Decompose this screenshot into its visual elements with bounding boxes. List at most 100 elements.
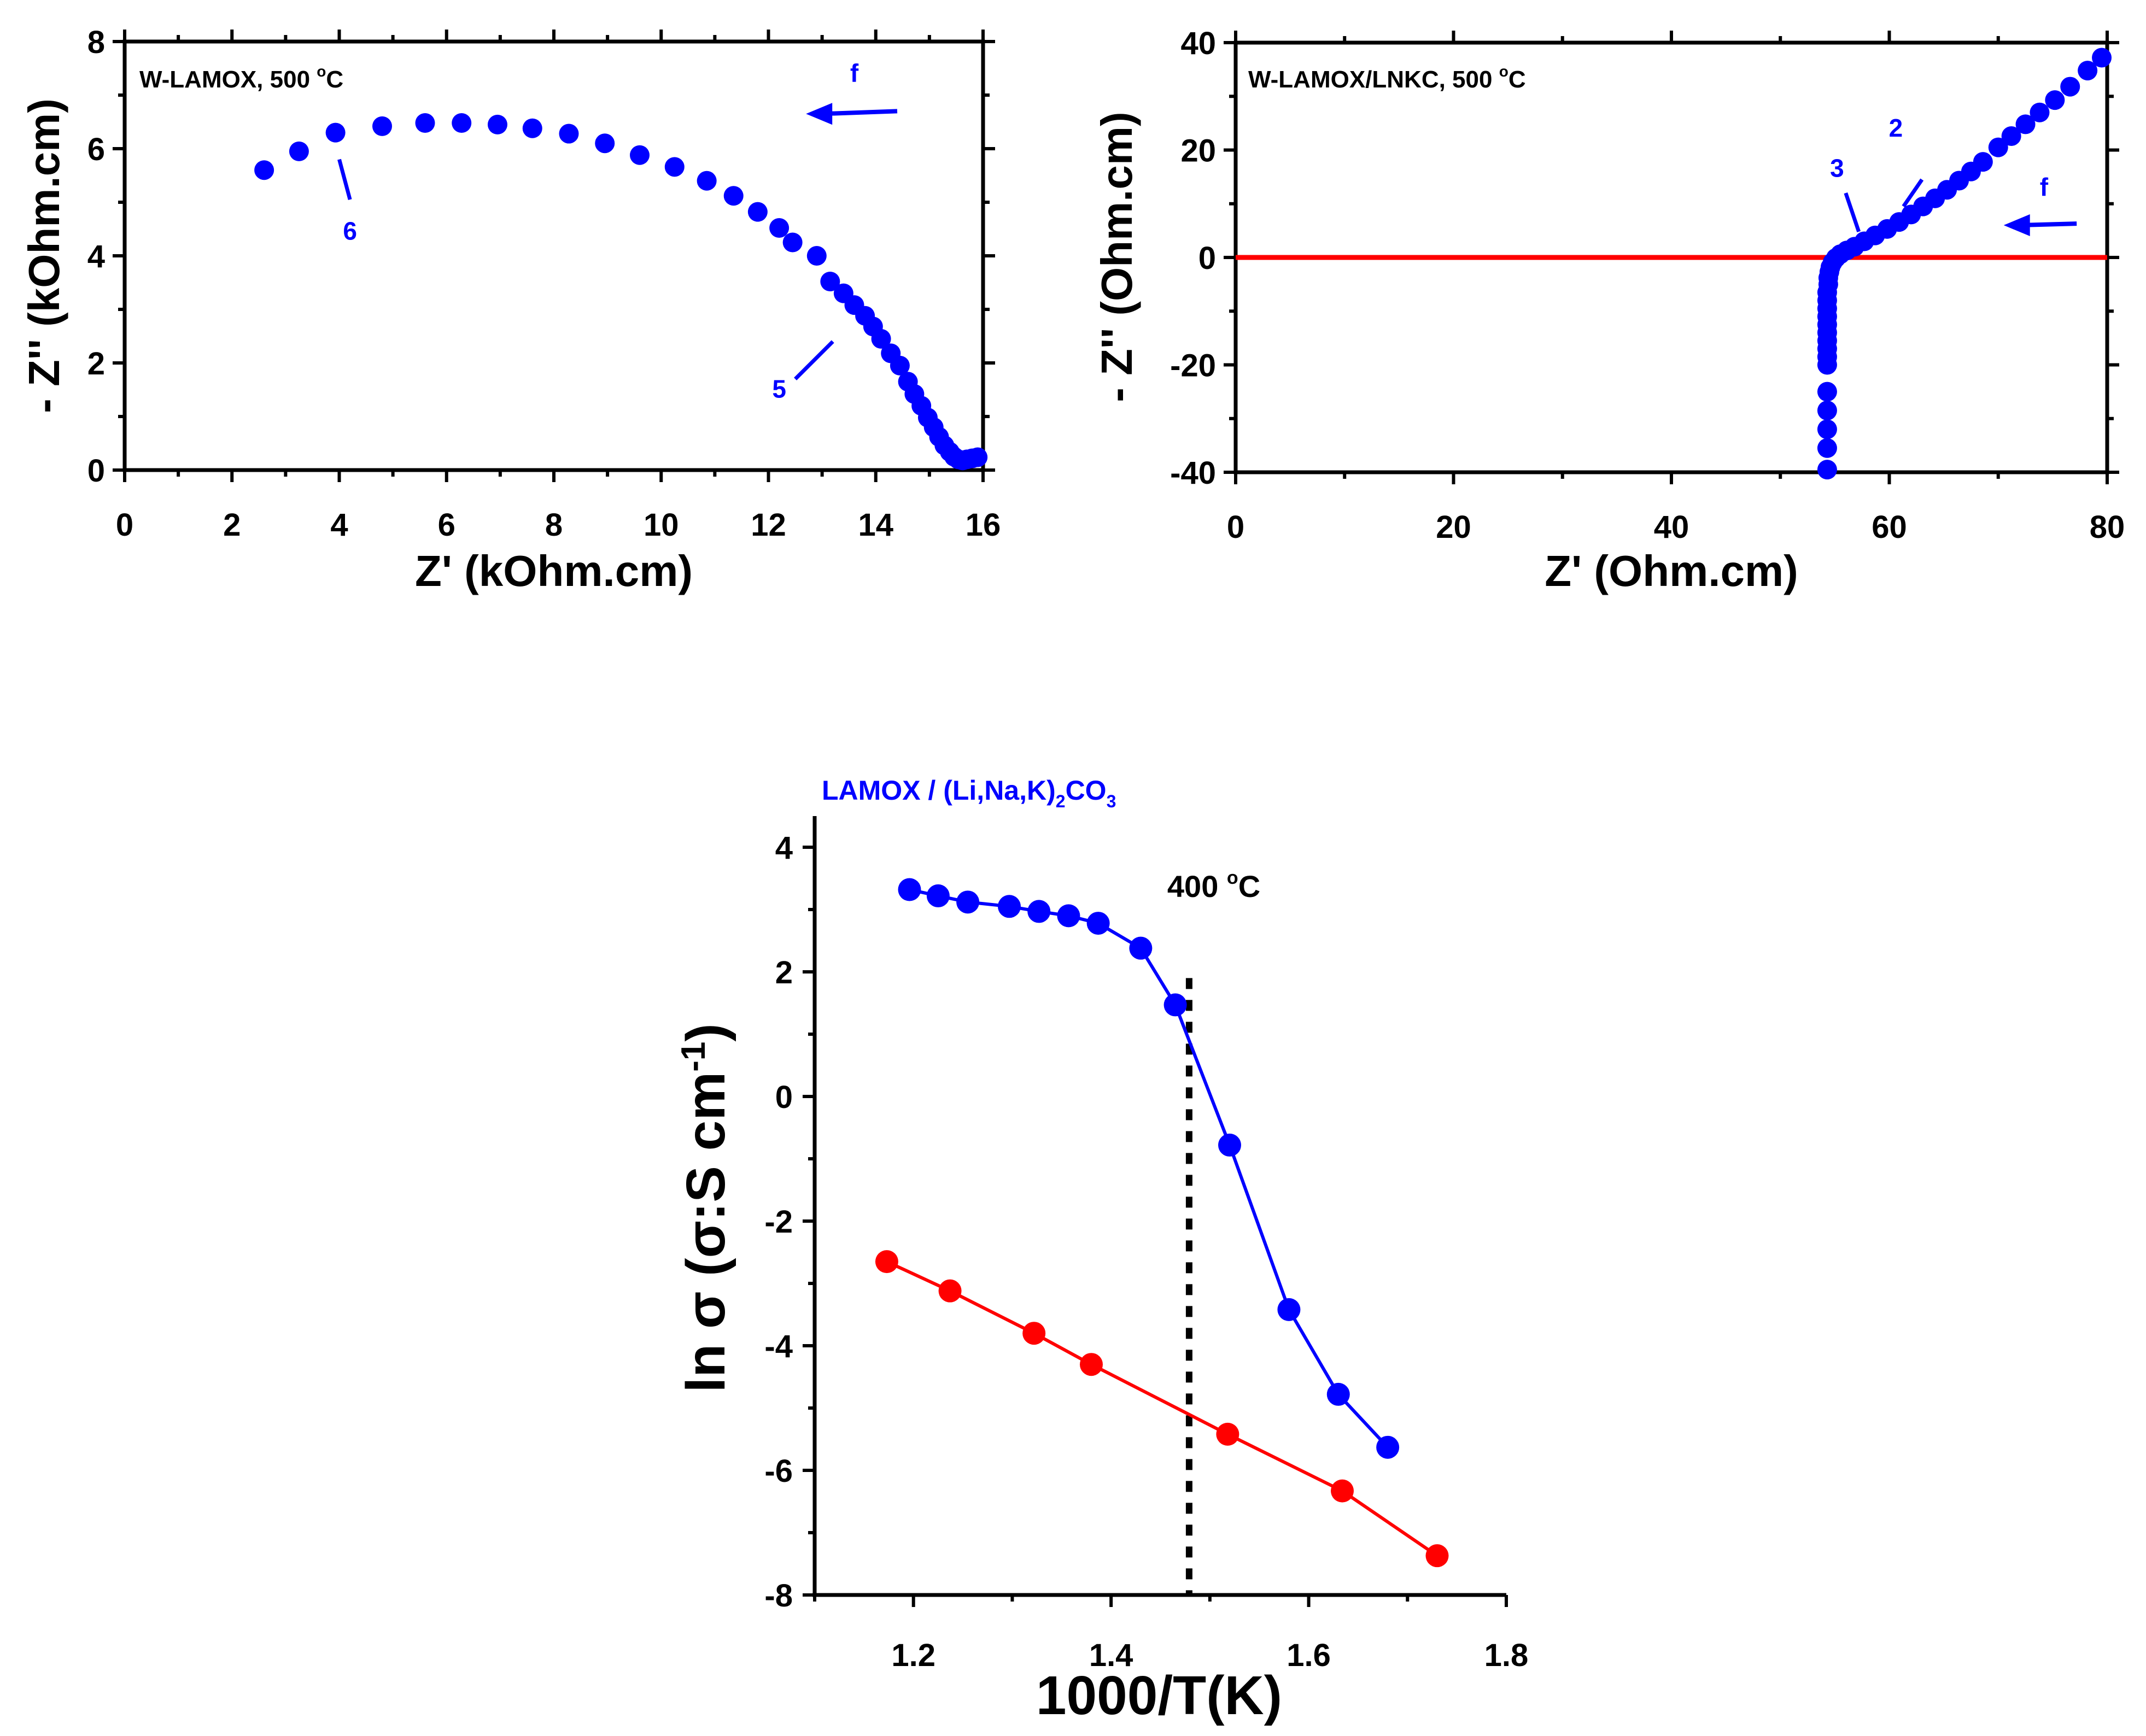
conductivity-arrhenius-panel: 1.2 1.4 1.6 1.8 -8 -6 -4 -2 0 2 4 400 oC LAMOX / (…: [675, 775, 1528, 1726]
annotation-label: f: [2040, 173, 2049, 201]
data-point: [747, 202, 768, 222]
y-tick-label: -6: [764, 1453, 793, 1489]
y-axis-title-3: ln σ (σ:S cm-1): [675, 1023, 736, 1392]
x-tick-label: 0: [116, 507, 133, 543]
data-point: [325, 122, 346, 143]
y-tick-label: 20: [1180, 133, 1216, 169]
y-tick-label: 2: [775, 955, 793, 990]
x-tick-label: 40: [1654, 509, 1689, 545]
x-tick-label: 1.6: [1287, 1638, 1331, 1673]
data-point: [1376, 1435, 1400, 1459]
y-tick-label: 0: [775, 1080, 793, 1115]
data-point: [1080, 1353, 1103, 1376]
data-point: [289, 141, 309, 161]
x-axis-title-3: 1000/T(K): [1036, 1665, 1282, 1726]
data-point: [723, 186, 744, 206]
x-axis-title-2: Z' (Ohm.cm): [1545, 547, 1798, 595]
y-tick-label: 40: [1180, 26, 1216, 61]
data-point: [2060, 77, 2080, 97]
y-tick-label: 2: [87, 346, 105, 382]
x-tick-label: 20: [1436, 509, 1471, 545]
x-tick-label: 60: [1872, 509, 1907, 545]
annotation-label: 6: [343, 217, 357, 245]
data-point: [595, 133, 615, 154]
y-tick-label: 4: [87, 239, 105, 274]
x-tick-label: 1.4: [1089, 1638, 1133, 1673]
data-point: [926, 884, 950, 907]
panel-2-title: W-LAMOX/LNKC, 500 oC: [1248, 63, 1526, 93]
data-point: [1326, 1382, 1350, 1406]
data-point: [452, 113, 472, 133]
data-point: [1129, 936, 1153, 960]
data-point: [1331, 1479, 1354, 1503]
data-point: [1086, 912, 1110, 935]
data-point: [522, 118, 542, 138]
impedance-panel-w-lamox: 0 2 4 6 8 10 12 14 16 0 2 4 6 8 6 5 f W-LAMOX, 500 oC Z…: [20, 25, 1001, 595]
data-point: [559, 124, 579, 144]
frequency-arrow-head: [806, 103, 833, 125]
data-point: [890, 355, 910, 376]
data-point: [956, 890, 980, 914]
data-point: [1022, 1322, 1046, 1345]
x-tick-label: 12: [751, 507, 786, 543]
y-tick-label: -2: [764, 1204, 793, 1240]
x-tick-label: 4: [330, 507, 348, 543]
data-point: [664, 157, 685, 177]
x-tick-label: 2: [223, 507, 241, 543]
data-point: [998, 895, 1021, 918]
x-axis-title-1: Z' (kOhm.cm): [415, 547, 693, 595]
y-tick-label: 6: [87, 132, 105, 167]
data-point: [1973, 152, 1993, 172]
data-point: [1817, 460, 1837, 480]
data-point: [769, 218, 790, 238]
y-tick-label: 8: [87, 25, 105, 60]
y-tick-label: -20: [1170, 348, 1216, 384]
annotation-label: 5: [772, 375, 786, 403]
data-point: [1277, 1298, 1301, 1321]
data-point: [2045, 90, 2065, 110]
data-point: [871, 329, 891, 349]
y-tick-label: -8: [764, 1578, 793, 1614]
annotation-label: 2: [1889, 114, 1903, 142]
data-point: [1817, 438, 1837, 458]
annotation-pointer: [337, 159, 352, 201]
x-tick-label: 10: [644, 507, 679, 543]
data-point: [2092, 48, 2112, 68]
data-point: [820, 272, 840, 292]
data-point: [372, 116, 392, 136]
data-point: [1988, 137, 2008, 157]
y-tick-label: 0: [87, 453, 105, 489]
panel-1-title: W-LAMOX, 500 oC: [139, 63, 343, 93]
data-point: [1817, 382, 1837, 402]
data-point: [630, 145, 650, 165]
x-tick-label: 0: [1227, 509, 1244, 545]
impedance-panel-w-lamox-lnkc: 0 20 40 60 80 -40 -20 0 20 40 2 3 f W-LAMOX/LNKC, 5…: [1092, 26, 2125, 595]
annotation-pointer: [794, 340, 834, 380]
data-point: [1218, 1133, 1241, 1157]
data-point: [697, 171, 717, 191]
y-axis-title-1: - Z'' (kOhm.cm): [20, 98, 68, 413]
x-tick-label: 1.8: [1484, 1638, 1529, 1673]
y-axis-title-2: - Z'' (Ohm.cm): [1092, 112, 1141, 402]
data-point: [898, 878, 921, 901]
y-tick-label: -4: [764, 1329, 793, 1364]
y-tick-label: 0: [1198, 241, 1216, 276]
y-tick-label: -40: [1170, 455, 1216, 491]
annotation-label: 3: [1830, 154, 1844, 183]
data-point: [487, 114, 507, 134]
data-point: [782, 232, 803, 253]
panel-3-axes: [812, 816, 1506, 1597]
annotation-pointer: [1902, 178, 1924, 208]
data-point: [1163, 993, 1187, 1017]
data-point: [1817, 401, 1837, 421]
vertical-line-label: 400 oC: [1167, 867, 1260, 904]
panel-3-title: LAMOX / (Li,Na,K)2CO3: [822, 775, 1116, 811]
x-tick-label: 1.2: [891, 1638, 935, 1673]
data-point: [254, 160, 274, 180]
data-point: [968, 447, 988, 467]
annotation-pointer: [1844, 192, 1861, 232]
data-point: [415, 113, 435, 133]
data-point: [1216, 1422, 1239, 1446]
data-point: [1817, 419, 1837, 439]
